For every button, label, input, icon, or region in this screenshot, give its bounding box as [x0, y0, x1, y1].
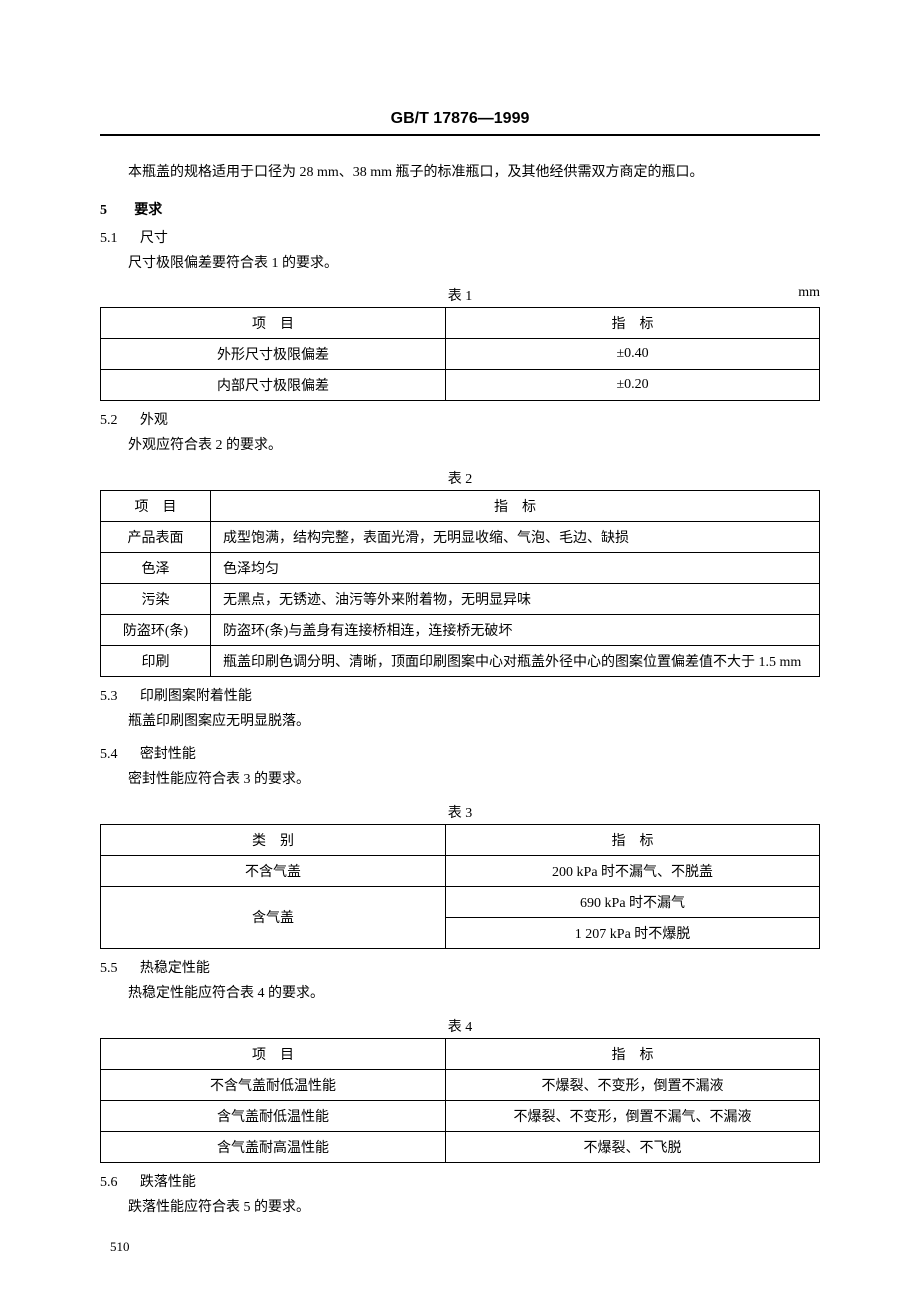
table-row: 印刷 瓶盖印刷色调分明、清晰，顶面印刷图案中心对瓶盖外径中心的图案位置偏差值不大…: [101, 645, 820, 676]
table2-caption: 表 2: [448, 472, 473, 487]
section-5-1-text: 尺寸极限偏差要符合表 1 的要求。: [100, 251, 820, 278]
table-row: 项 目 指 标: [101, 308, 820, 339]
section-5-5-title: 热稳定性能: [140, 961, 210, 976]
table-row: 含气盖 690 kPa 时不漏气: [101, 886, 820, 917]
table2-cell: 无黑点，无锈迹、油污等外来附着物，无明显异味: [211, 583, 820, 614]
table3-head-1: 指 标: [446, 824, 820, 855]
table1-caption-row: 表 1 mm: [100, 285, 820, 305]
page-number: 510: [110, 1239, 130, 1255]
table2-cell: 产品表面: [101, 521, 211, 552]
section-5-4-num: 5.4: [100, 747, 136, 763]
table4-cell: 不爆裂、不变形，倒置不漏液: [446, 1069, 820, 1100]
table2-cell: 防盗环(条): [101, 614, 211, 645]
section-5-6: 5.6 跌落性能: [100, 1171, 820, 1191]
table1-cell: 外形尺寸极限偏差: [101, 339, 446, 370]
table-row: 不含气盖 200 kPa 时不漏气、不脱盖: [101, 855, 820, 886]
table4-cell: 不爆裂、不变形，倒置不漏气、不漏液: [446, 1100, 820, 1131]
section-5-2-text: 外观应符合表 2 的要求。: [100, 433, 820, 460]
section-5-3-text: 瓶盖印刷图案应无明显脱落。: [100, 709, 820, 736]
table-row: 产品表面 成型饱满，结构完整，表面光滑，无明显收缩、气泡、毛边、缺损: [101, 521, 820, 552]
table-row: 外形尺寸极限偏差 ±0.40: [101, 339, 820, 370]
section-5-4: 5.4 密封性能: [100, 743, 820, 763]
table1-cell: ±0.40: [446, 339, 820, 370]
table3-cell: 690 kPa 时不漏气: [446, 886, 820, 917]
table3-caption: 表 3: [448, 806, 473, 821]
section-5-3-num: 5.3: [100, 689, 136, 705]
table3: 类 别 指 标 不含气盖 200 kPa 时不漏气、不脱盖 含气盖 690 kP…: [100, 824, 820, 949]
section-5-1-title: 尺寸: [140, 231, 168, 246]
table2: 项 目 指 标 产品表面 成型饱满，结构完整，表面光滑，无明显收缩、气泡、毛边、…: [100, 490, 820, 677]
section-5-2-num: 5.2: [100, 413, 136, 429]
section-5-5-num: 5.5: [100, 961, 136, 977]
section-5: 5 要求: [100, 199, 820, 219]
table2-caption-row: 表 2: [100, 468, 820, 488]
section-5-5-text: 热稳定性能应符合表 4 的要求。: [100, 981, 820, 1008]
section-5-5: 5.5 热稳定性能: [100, 957, 820, 977]
table4-head-1: 指 标: [446, 1038, 820, 1069]
table1-caption: 表 1: [448, 289, 473, 304]
section-5-3-title: 印刷图案附着性能: [140, 689, 252, 704]
section-5-4-text: 密封性能应符合表 3 的要求。: [100, 767, 820, 794]
table-row: 内部尺寸极限偏差 ±0.20: [101, 370, 820, 401]
table3-head-0: 类 别: [101, 824, 446, 855]
doc-header: GB/T 17876—1999: [100, 110, 820, 136]
intro-text: 本瓶盖的规格适用于口径为 28 mm、38 mm 瓶子的标准瓶口，及其他经供需双…: [100, 160, 820, 187]
table4-cell: 含气盖耐高温性能: [101, 1131, 446, 1162]
table2-cell: 成型饱满，结构完整，表面光滑，无明显收缩、气泡、毛边、缺损: [211, 521, 820, 552]
table-row: 含气盖耐低温性能 不爆裂、不变形，倒置不漏气、不漏液: [101, 1100, 820, 1131]
table-row: 不含气盖耐低温性能 不爆裂、不变形，倒置不漏液: [101, 1069, 820, 1100]
table4-cell: 含气盖耐低温性能: [101, 1100, 446, 1131]
table-row: 色泽 色泽均匀: [101, 552, 820, 583]
table2-cell: 防盗环(条)与盖身有连接桥相连，连接桥无破坏: [211, 614, 820, 645]
table2-head-1: 指 标: [211, 490, 820, 521]
table2-cell: 色泽均匀: [211, 552, 820, 583]
table2-cell: 印刷: [101, 645, 211, 676]
table3-cell: 1 207 kPa 时不爆脱: [446, 917, 820, 948]
section-5-1: 5.1 尺寸: [100, 227, 820, 247]
section-5-3: 5.3 印刷图案附着性能: [100, 685, 820, 705]
section-5-title: 要求: [134, 203, 162, 218]
table1-unit: mm: [798, 285, 820, 301]
table4-caption-row: 表 4: [100, 1016, 820, 1036]
table2-head-0: 项 目: [101, 490, 211, 521]
table1-cell: 内部尺寸极限偏差: [101, 370, 446, 401]
table-row: 防盗环(条) 防盗环(条)与盖身有连接桥相连，连接桥无破坏: [101, 614, 820, 645]
table1: 项 目 指 标 外形尺寸极限偏差 ±0.40 内部尺寸极限偏差 ±0.20: [100, 307, 820, 401]
table-row: 项 目 指 标: [101, 490, 820, 521]
table-row: 项 目 指 标: [101, 1038, 820, 1069]
table-row: 污染 无黑点，无锈迹、油污等外来附着物，无明显异味: [101, 583, 820, 614]
section-5-num: 5: [100, 203, 131, 219]
table3-caption-row: 表 3: [100, 802, 820, 822]
section-5-1-num: 5.1: [100, 231, 136, 247]
table4-cell: 不爆裂、不飞脱: [446, 1131, 820, 1162]
table4: 项 目 指 标 不含气盖耐低温性能 不爆裂、不变形，倒置不漏液 含气盖耐低温性能…: [100, 1038, 820, 1163]
table2-cell: 色泽: [101, 552, 211, 583]
section-5-6-title: 跌落性能: [140, 1175, 196, 1190]
table1-cell: ±0.20: [446, 370, 820, 401]
table3-cell: 不含气盖: [101, 855, 446, 886]
table2-cell: 污染: [101, 583, 211, 614]
table4-head-0: 项 目: [101, 1038, 446, 1069]
table3-cell: 含气盖: [101, 886, 446, 948]
table2-cell: 瓶盖印刷色调分明、清晰，顶面印刷图案中心对瓶盖外径中心的图案位置偏差值不大于 1…: [211, 645, 820, 676]
table4-caption: 表 4: [448, 1020, 473, 1035]
section-5-4-title: 密封性能: [140, 747, 196, 762]
section-5-6-num: 5.6: [100, 1175, 136, 1191]
table1-head-0: 项 目: [101, 308, 446, 339]
table4-cell: 不含气盖耐低温性能: [101, 1069, 446, 1100]
section-5-6-text: 跌落性能应符合表 5 的要求。: [100, 1195, 820, 1222]
table1-head-1: 指 标: [446, 308, 820, 339]
section-5-2: 5.2 外观: [100, 409, 820, 429]
section-5-2-title: 外观: [140, 413, 168, 428]
table-row: 含气盖耐高温性能 不爆裂、不飞脱: [101, 1131, 820, 1162]
standard-code: GB/T 17876—1999: [391, 110, 530, 127]
table3-cell: 200 kPa 时不漏气、不脱盖: [446, 855, 820, 886]
table-row: 类 别 指 标: [101, 824, 820, 855]
